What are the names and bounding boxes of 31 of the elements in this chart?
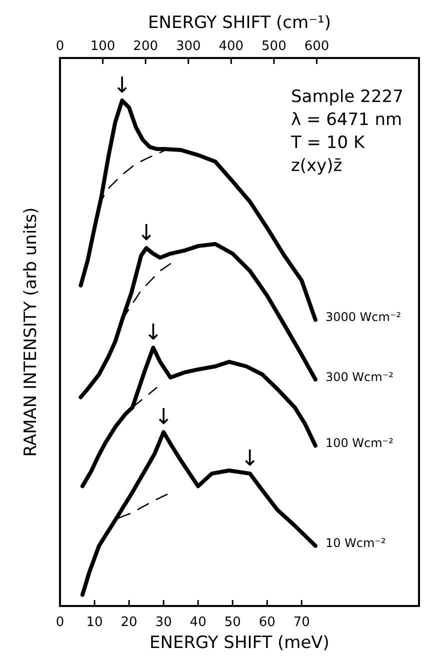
y-axis-title: RAMAN INTENSITY (arb units) xyxy=(21,207,41,457)
annotation: ↓ xyxy=(154,405,173,430)
annotation: λ = 6471 nm xyxy=(291,110,402,130)
annotation: ↓ xyxy=(240,446,260,472)
x2-tick-label: 600 xyxy=(304,39,330,54)
series-label: 300 Wcm⁻² xyxy=(325,370,394,384)
annotation: ↓ xyxy=(112,73,132,98)
x2-tick-label: 500 xyxy=(262,39,286,54)
x-tick-label: 50 xyxy=(224,615,241,630)
x2-tick-label: 100 xyxy=(90,39,116,54)
x2-axis-title: ENERGY SHIFT (cm⁻¹) xyxy=(148,13,331,33)
series-label: 3000 Wcm⁻² xyxy=(325,310,402,324)
annotation: ↓ xyxy=(137,221,156,246)
series-label: 10 Wcm⁻² xyxy=(325,536,386,550)
x-tick-label: 0 xyxy=(56,615,64,630)
x-tick-label: 20 xyxy=(120,615,138,630)
x-tick-label: 60 xyxy=(258,615,276,630)
annotation: Sample 2227 xyxy=(291,87,404,107)
x-tick-label: 40 xyxy=(190,615,206,630)
x2-tick-label: 200 xyxy=(133,39,158,54)
series-label: 100 Wcm⁻² xyxy=(325,436,394,450)
x-axis-title: ENERGY SHIFT (meV) xyxy=(150,633,330,653)
x-tick-label: 10 xyxy=(86,615,103,630)
x-tick-label: 70 xyxy=(293,615,310,630)
annotation: ↓ xyxy=(144,320,162,346)
x2-tick-label: 300 xyxy=(176,39,201,54)
x2-tick-label: 400 xyxy=(218,39,244,54)
x2-tick-label: 0 xyxy=(56,39,64,54)
x-tick-label: 30 xyxy=(155,615,172,630)
annotation: T = 10 K xyxy=(290,133,366,153)
annotation: z(xy)z̄ xyxy=(291,156,342,176)
